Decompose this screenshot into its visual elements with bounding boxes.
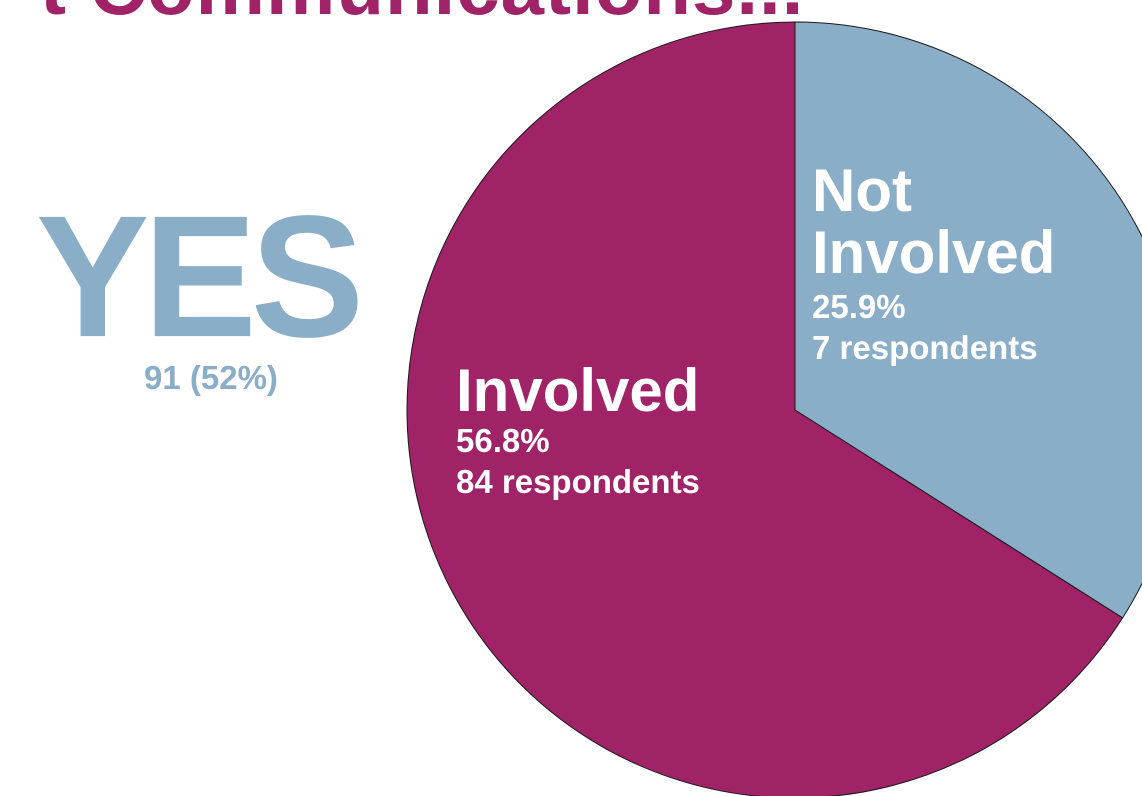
page-title: t Communications...: [40, 0, 804, 33]
slice-percent-involved: 56.8%: [456, 422, 550, 459]
pie-slice-involved: [406, 21, 1124, 796]
slice-respondents-involved: 84 respondents: [456, 463, 700, 500]
slice-name-not-involved: Not Involved: [812, 160, 1055, 284]
slice-name-not-involved-line1: Not: [812, 157, 912, 224]
slice-percent-not-involved: 25.9%: [812, 288, 906, 325]
summary-count: 91 (52%): [144, 359, 278, 396]
slice-label-not-involved: Not Involved 25.9% 7 respondents: [812, 160, 1055, 368]
pie-slice-not-involved: [794, 21, 1142, 619]
summary-answer: YES: [36, 180, 364, 374]
slice-name-involved: Involved: [456, 357, 700, 424]
slice-respondents-not-involved: 7 respondents: [812, 329, 1038, 366]
slice-label-involved: Involved 56.8% 84 respondents: [456, 357, 700, 502]
slice-name-not-involved-line2: Involved: [812, 219, 1056, 286]
